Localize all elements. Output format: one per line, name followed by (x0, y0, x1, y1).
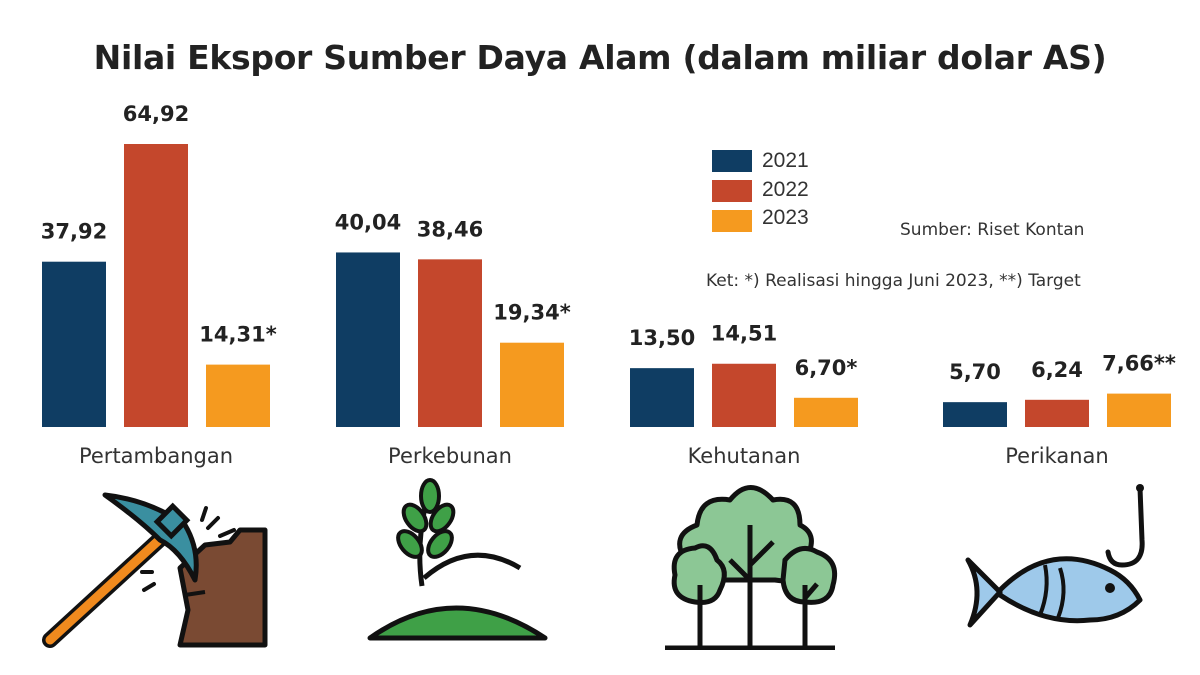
category-labels-layer: Pertambangan Perkebunan Kehutanan Perikanan (79, 444, 1109, 468)
bar-kehutanan-2023 (794, 397, 858, 427)
source-note: Sumber: Riset Kontan (900, 220, 1085, 240)
category-label-perkebunan: Perkebunan (388, 444, 512, 468)
data-label-pertambangan-2022: 64,92 (123, 102, 189, 126)
bar-perkebunan-2022 (418, 259, 482, 427)
data-label-pertambangan-2023: 14,31* (199, 323, 276, 347)
bar-perikanan-2021 (943, 402, 1007, 427)
chart-title: Nilai Ekspor Sumber Daya Alam (dalam mil… (93, 38, 1107, 77)
plant-sprout-icon (367, 478, 548, 641)
fish-hook-icon (965, 484, 1145, 628)
legend-label-2023: 2023 (762, 206, 809, 229)
bar-perikanan-2023 (1107, 393, 1171, 427)
trees-icon (665, 485, 838, 650)
bar-perkebunan-2023 (500, 342, 564, 427)
bar-perkebunan-2021 (336, 252, 400, 427)
data-label-perkebunan-2022: 38,46 (417, 217, 483, 241)
data-labels-layer: 37,92 64,92 14,31* 40,04 38,46 19,34* 13,50 14,… (41, 102, 1176, 384)
data-label-perkebunan-2023: 19,34* (493, 301, 570, 325)
data-label-kehutanan-2021: 13,50 (629, 326, 695, 350)
category-label-perikanan: Perikanan (1005, 444, 1108, 468)
bar-pertambangan-2021 (42, 261, 106, 427)
data-label-perikanan-2022: 6,24 (1031, 358, 1083, 382)
data-label-perkebunan-2021: 40,04 (335, 210, 401, 234)
bar-perikanan-2022 (1025, 399, 1089, 427)
bar-kehutanan-2022 (712, 363, 776, 427)
data-label-pertambangan-2021: 37,92 (41, 220, 107, 244)
bar-pertambangan-2022 (124, 144, 188, 427)
pickaxe-icon (42, 492, 268, 648)
legend-swatch-2023 (712, 210, 752, 232)
legend-label-2022: 2022 (762, 178, 809, 201)
bar-kehutanan-2021 (630, 368, 694, 427)
category-label-pertambangan: Pertambangan (79, 444, 233, 468)
data-label-perikanan-2021: 5,70 (949, 360, 1001, 384)
footnote: Ket: *) Realisasi hingga Juni 2023, **) … (706, 271, 1081, 291)
bars-layer (42, 144, 1171, 427)
legend-swatch-2021 (712, 150, 752, 172)
data-label-perikanan-2023: 7,66** (1102, 352, 1176, 376)
data-label-kehutanan-2022: 14,51 (711, 322, 777, 346)
legend-swatch-2022 (712, 180, 752, 202)
bar-pertambangan-2023 (206, 364, 270, 427)
legend-label-2021: 2021 (762, 149, 809, 172)
data-label-kehutanan-2023: 6,70* (795, 356, 858, 380)
category-label-kehutanan: Kehutanan (688, 444, 801, 468)
